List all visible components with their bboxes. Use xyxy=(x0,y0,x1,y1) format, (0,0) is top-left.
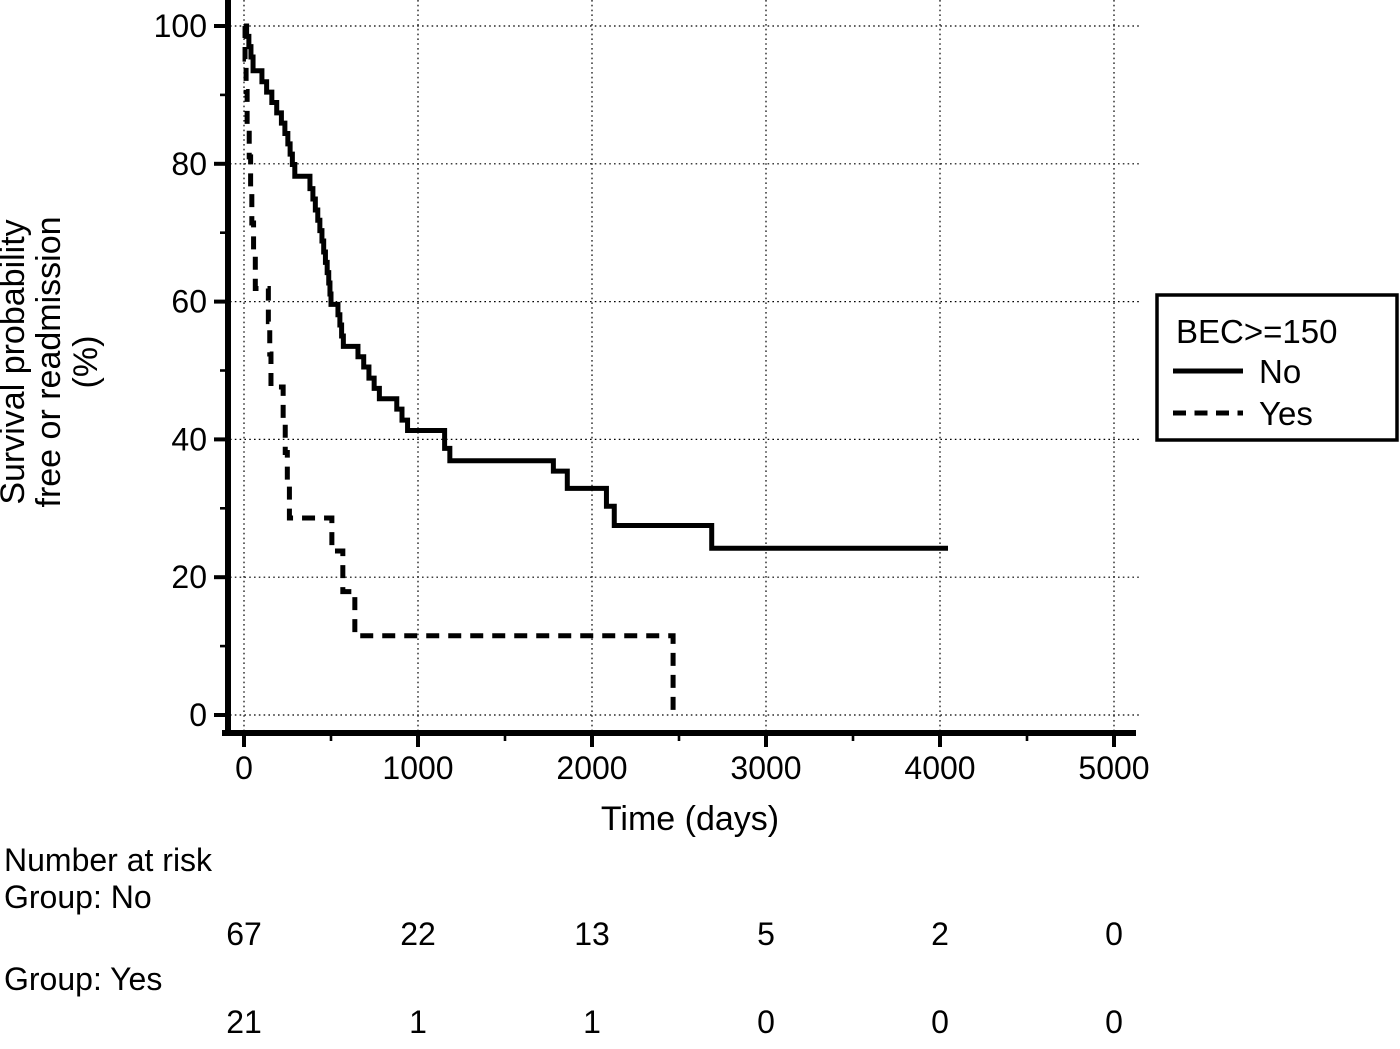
y-tick-label: 60 xyxy=(171,284,207,320)
legend-label-no: No xyxy=(1259,353,1301,390)
survival-curve-yes xyxy=(242,23,676,718)
risk-count: 0 xyxy=(1105,1004,1123,1040)
y-tick-label: 80 xyxy=(171,146,207,182)
x-axis-title: Time (days) xyxy=(601,800,779,838)
x-tick-label: 0 xyxy=(235,750,253,786)
y-axis-title: Survival probability xyxy=(0,219,32,504)
y-axis-title: (%) xyxy=(67,336,105,389)
y-tick-label: 0 xyxy=(189,697,207,733)
risk-count: 5 xyxy=(757,916,775,952)
risk-count: 67 xyxy=(226,916,262,952)
risk-group-label: Group: Yes xyxy=(4,961,162,997)
risk-count: 0 xyxy=(1105,916,1123,952)
legend-box xyxy=(1155,293,1399,442)
risk-count: 0 xyxy=(757,1004,775,1040)
y-tick-label: 40 xyxy=(171,421,207,457)
risk-count: 22 xyxy=(400,916,436,952)
x-tick-label: 4000 xyxy=(904,750,975,786)
risk-count: 1 xyxy=(583,1004,601,1040)
risk-count: 0 xyxy=(931,1004,949,1040)
y-tick-label: 20 xyxy=(171,559,207,595)
risk-count: 1 xyxy=(409,1004,427,1040)
risk-count: 2 xyxy=(931,916,949,952)
risk-group-label: Group: No xyxy=(4,879,152,915)
y-axis-title: free or readmission xyxy=(30,216,68,507)
x-tick-label: 2000 xyxy=(556,750,627,786)
risk-count: 21 xyxy=(226,1004,262,1040)
x-tick-label: 3000 xyxy=(730,750,801,786)
legend-title: BEC>=150 xyxy=(1176,313,1337,350)
risk-count: 13 xyxy=(574,916,610,952)
y-tick-label: 100 xyxy=(154,8,207,44)
survival-curve-no xyxy=(244,23,949,551)
risk-table-title: Number at risk xyxy=(4,842,213,878)
legend-label-yes: Yes xyxy=(1259,395,1313,432)
x-tick-label: 5000 xyxy=(1078,750,1149,786)
x-tick-label: 1000 xyxy=(382,750,453,786)
